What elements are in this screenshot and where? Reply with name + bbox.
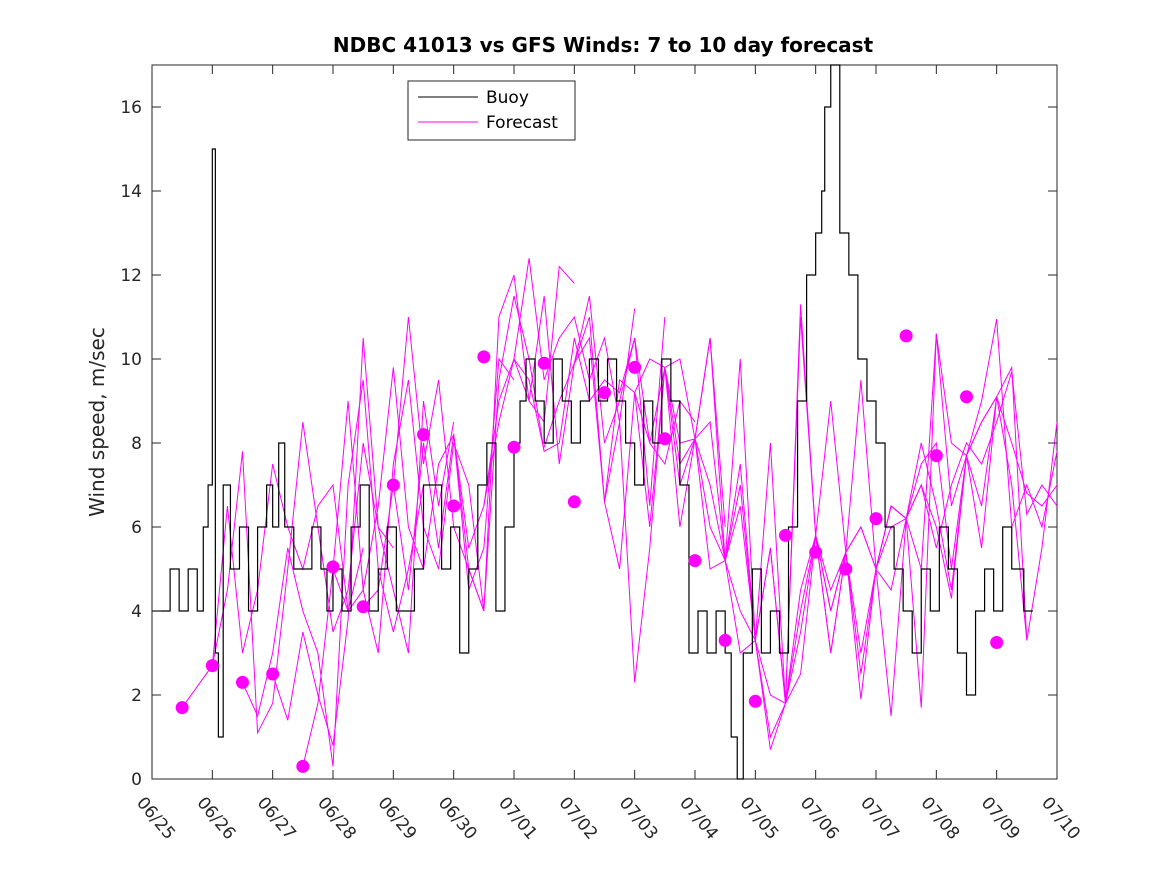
x-tick-label: 07/02 [555, 793, 602, 843]
forecast-marker [175, 701, 189, 715]
forecast-marker [748, 694, 762, 708]
x-tick-label: 06/26 [193, 793, 240, 843]
forecast-marker [326, 560, 340, 574]
x-tick-label: 06/28 [313, 793, 360, 843]
legend: Buoy Forecast [407, 80, 576, 141]
plot-area [151, 64, 1058, 780]
forecast-marker [266, 667, 280, 681]
legend-buoy-label: Buoy [486, 88, 529, 108]
forecast-series-line-25 [935, 319, 1058, 529]
x-tick-label: 07/08 [917, 793, 964, 843]
buoy-series-line [152, 64, 1033, 780]
forecast-marker [537, 356, 551, 370]
forecast-marker [447, 499, 461, 513]
series-layer [152, 64, 1058, 780]
y-tick-label: 4 [131, 602, 142, 622]
forecast-series-line-1 [181, 463, 364, 708]
x-tick-label: 07/01 [494, 793, 541, 843]
forecast-marker [929, 449, 943, 463]
legend-box [407, 80, 576, 141]
y-tick-label: 6 [131, 518, 142, 538]
x-tick-label: 07/03 [615, 793, 662, 843]
forecast-marker [899, 329, 913, 343]
forecast-series-line-11 [513, 337, 696, 466]
x-tick-label: 07/06 [796, 793, 843, 843]
y-tick-label: 16 [120, 98, 142, 118]
forecast-series-line-4 [272, 337, 455, 746]
forecast-marker [205, 659, 219, 673]
forecast-marker [236, 675, 249, 689]
marker-layer [175, 329, 1004, 773]
forecast-marker [990, 636, 1004, 649]
forecast-marker [386, 478, 400, 492]
forecast-series-line-26 [966, 395, 1058, 507]
x-tick-label: 06/25 [132, 793, 179, 843]
forecast-marker [658, 432, 672, 446]
forecast-marker [960, 390, 973, 404]
x-tick-label: 07/04 [675, 793, 722, 843]
forecast-series-line-24 [905, 371, 1058, 549]
x-tick-label: 06/30 [434, 793, 481, 843]
y-tick-label: 12 [120, 266, 142, 286]
forecast-marker [477, 350, 491, 364]
forecast-marker [869, 512, 883, 526]
y-tick-label: 2 [131, 686, 142, 706]
forecast-marker [628, 360, 642, 374]
chart-title: NDBC 41013 vs GFS Winds: 7 to 10 day for… [333, 33, 874, 57]
legend-forecast-label: Forecast [486, 113, 558, 133]
x-tick-label: 07/09 [977, 793, 1024, 843]
forecast-marker [688, 554, 702, 568]
x-tick-label: 07/05 [736, 793, 783, 843]
forecast-marker [567, 495, 581, 509]
forecast-marker [507, 440, 521, 454]
forecast-marker [356, 600, 370, 614]
forecast-marker [839, 562, 853, 576]
x-tick-label: 06/27 [253, 793, 300, 843]
x-tick-label: 06/29 [374, 793, 421, 843]
forecast-marker [779, 528, 792, 542]
y-axis: 0 2 4 6 8 10 12 14 16 [120, 98, 1057, 790]
forecast-marker [718, 633, 732, 647]
y-tick-label: 8 [131, 434, 142, 454]
forecast-marker [296, 759, 310, 773]
forecast-series-line-3 [242, 379, 424, 767]
y-tick-label: 0 [131, 770, 142, 790]
x-tick-label: 07/07 [856, 793, 903, 843]
forecast-series-line-9 [453, 258, 636, 549]
y-tick-label: 14 [120, 182, 142, 202]
forecast-marker [598, 386, 611, 400]
y-axis-label: Wind speed, m/sec [85, 327, 109, 517]
y-tick-label: 10 [120, 350, 142, 370]
x-tick-label: 07/10 [1037, 793, 1084, 843]
forecast-series-line-2 [211, 421, 394, 735]
forecast-marker [809, 545, 823, 559]
forecast-marker [417, 428, 430, 442]
